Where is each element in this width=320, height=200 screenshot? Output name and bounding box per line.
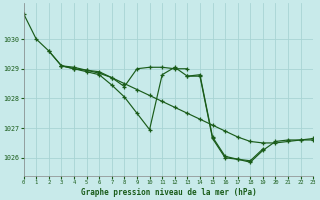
X-axis label: Graphe pression niveau de la mer (hPa): Graphe pression niveau de la mer (hPa) bbox=[81, 188, 256, 197]
